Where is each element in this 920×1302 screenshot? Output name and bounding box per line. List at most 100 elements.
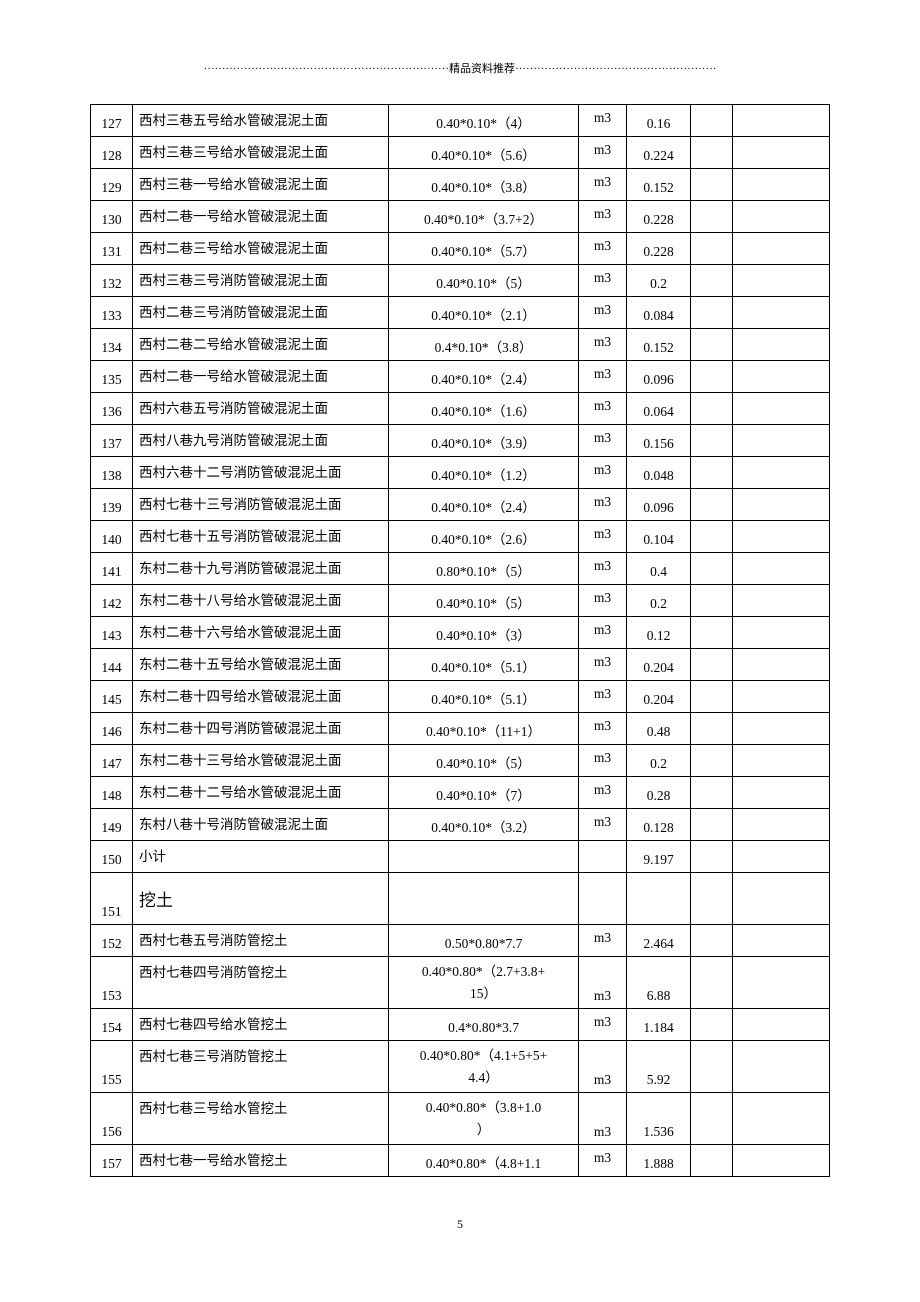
row-name: 西村八巷九号消防管破混泥土面 [133, 425, 389, 457]
row-index: 148 [91, 777, 133, 809]
empty-cell [691, 457, 733, 489]
row-calc: 0.40*0.10*（2.4） [389, 489, 579, 521]
empty-cell [691, 553, 733, 585]
row-unit: m3 [579, 457, 627, 489]
table-row: 152西村七巷五号消防管挖土0.50*0.80*7.7m32.464 [91, 925, 830, 957]
empty-cell [691, 617, 733, 649]
row-calc: 0.40*0.10*（2.6） [389, 521, 579, 553]
table-row: 156西村七巷三号给水管挖土0.40*0.80*（3.8+1.0 ）m31.53… [91, 1093, 830, 1145]
row-value: 0.12 [627, 617, 691, 649]
empty-cell [733, 297, 830, 329]
row-name: 东村二巷十六号给水管破混泥土面 [133, 617, 389, 649]
row-name: 挖土 [133, 873, 389, 925]
row-name: 小计 [133, 841, 389, 873]
row-name: 西村七巷四号给水管挖土 [133, 1009, 389, 1041]
row-name: 西村二巷二号给水管破混泥土面 [133, 329, 389, 361]
row-value: 0.152 [627, 329, 691, 361]
row-unit: m3 [579, 777, 627, 809]
row-index: 137 [91, 425, 133, 457]
empty-cell [733, 1041, 830, 1093]
empty-cell [691, 809, 733, 841]
empty-cell [733, 201, 830, 233]
row-calc: 0.40*0.80*（4.1+5+5+ 4.4） [389, 1041, 579, 1093]
row-name: 西村七巷四号消防管挖土 [133, 957, 389, 1009]
empty-cell [691, 329, 733, 361]
empty-cell [733, 873, 830, 925]
row-value: 5.92 [627, 1041, 691, 1093]
row-value: 0.084 [627, 297, 691, 329]
row-value: 0.228 [627, 201, 691, 233]
empty-cell [733, 457, 830, 489]
table-row: 135西村二巷一号给水管破混泥土面0.40*0.10*（2.4）m30.096 [91, 361, 830, 393]
row-name: 西村七巷三号给水管挖土 [133, 1093, 389, 1145]
table-row: 157西村七巷一号给水管挖土0.40*0.80*（4.8+1.1m31.888 [91, 1145, 830, 1177]
row-calc: 0.40*0.10*（2.1） [389, 297, 579, 329]
row-index: 147 [91, 745, 133, 777]
row-calc: 0.40*0.10*（5） [389, 745, 579, 777]
empty-cell [733, 681, 830, 713]
row-calc: 0.40*0.10*（5） [389, 265, 579, 297]
empty-cell [733, 777, 830, 809]
table-row: 132西村三巷三号消防管破混泥土面0.40*0.10*（5）m30.2 [91, 265, 830, 297]
row-calc: 0.4*0.80*3.7 [389, 1009, 579, 1041]
row-name: 东村二巷十五号给水管破混泥土面 [133, 649, 389, 681]
row-unit: m3 [579, 425, 627, 457]
table-row: 146东村二巷十四号消防管破混泥土面0.40*0.10*（11+1）m30.48 [91, 713, 830, 745]
table-row: 141东村二巷十九号消防管破混泥土面0.80*0.10*（5）m30.4 [91, 553, 830, 585]
row-unit: m3 [579, 137, 627, 169]
row-index: 151 [91, 873, 133, 925]
row-value: 0.224 [627, 137, 691, 169]
row-calc [389, 873, 579, 925]
table-row: 145东村二巷十四号给水管破混泥土面0.40*0.10*（5.1）m30.204 [91, 681, 830, 713]
table-row: 137西村八巷九号消防管破混泥土面0.40*0.10*（3.9）m30.156 [91, 425, 830, 457]
page-number: 5 [90, 1217, 830, 1232]
row-index: 134 [91, 329, 133, 361]
row-index: 142 [91, 585, 133, 617]
empty-cell [691, 713, 733, 745]
empty-cell [733, 137, 830, 169]
row-index: 135 [91, 361, 133, 393]
row-index: 131 [91, 233, 133, 265]
row-index: 132 [91, 265, 133, 297]
empty-cell [733, 265, 830, 297]
table-row: 129西村三巷一号给水管破混泥土面0.40*0.10*（3.8）m30.152 [91, 169, 830, 201]
row-index: 138 [91, 457, 133, 489]
row-unit [579, 873, 627, 925]
row-calc: 0.40*0.10*（5.6） [389, 137, 579, 169]
row-name: 西村三巷三号消防管破混泥土面 [133, 265, 389, 297]
row-value: 0.2 [627, 585, 691, 617]
row-name: 西村二巷三号消防管破混泥土面 [133, 297, 389, 329]
empty-cell [733, 329, 830, 361]
table-row: 133西村二巷三号消防管破混泥土面0.40*0.10*（2.1）m30.084 [91, 297, 830, 329]
row-index: 144 [91, 649, 133, 681]
empty-cell [691, 957, 733, 1009]
row-unit: m3 [579, 105, 627, 137]
row-index: 127 [91, 105, 133, 137]
empty-cell [691, 1145, 733, 1177]
empty-cell [691, 393, 733, 425]
table-row: 136西村六巷五号消防管破混泥土面0.40*0.10*（1.6）m30.064 [91, 393, 830, 425]
row-calc: 0.40*0.10*（3.7+2） [389, 201, 579, 233]
row-index: 141 [91, 553, 133, 585]
row-calc [389, 841, 579, 873]
row-name: 东村二巷十四号消防管破混泥土面 [133, 713, 389, 745]
row-calc: 0.40*0.10*（1.6） [389, 393, 579, 425]
row-index: 129 [91, 169, 133, 201]
empty-cell [691, 649, 733, 681]
row-index: 157 [91, 1145, 133, 1177]
row-name: 西村七巷十三号消防管破混泥土面 [133, 489, 389, 521]
row-value: 0.16 [627, 105, 691, 137]
row-calc: 0.40*0.10*（7） [389, 777, 579, 809]
table-row: 131西村二巷三号给水管破混泥土面0.40*0.10*（5.7）m30.228 [91, 233, 830, 265]
row-index: 145 [91, 681, 133, 713]
empty-cell [733, 809, 830, 841]
row-index: 152 [91, 925, 133, 957]
row-value: 9.197 [627, 841, 691, 873]
row-calc: 0.40*0.80*（2.7+3.8+ 15） [389, 957, 579, 1009]
row-calc: 0.40*0.10*（5.1） [389, 649, 579, 681]
row-unit: m3 [579, 393, 627, 425]
row-name: 西村七巷五号消防管挖土 [133, 925, 389, 957]
row-unit: m3 [579, 1093, 627, 1145]
row-name: 西村三巷三号给水管破混泥土面 [133, 137, 389, 169]
row-value: 0.204 [627, 649, 691, 681]
